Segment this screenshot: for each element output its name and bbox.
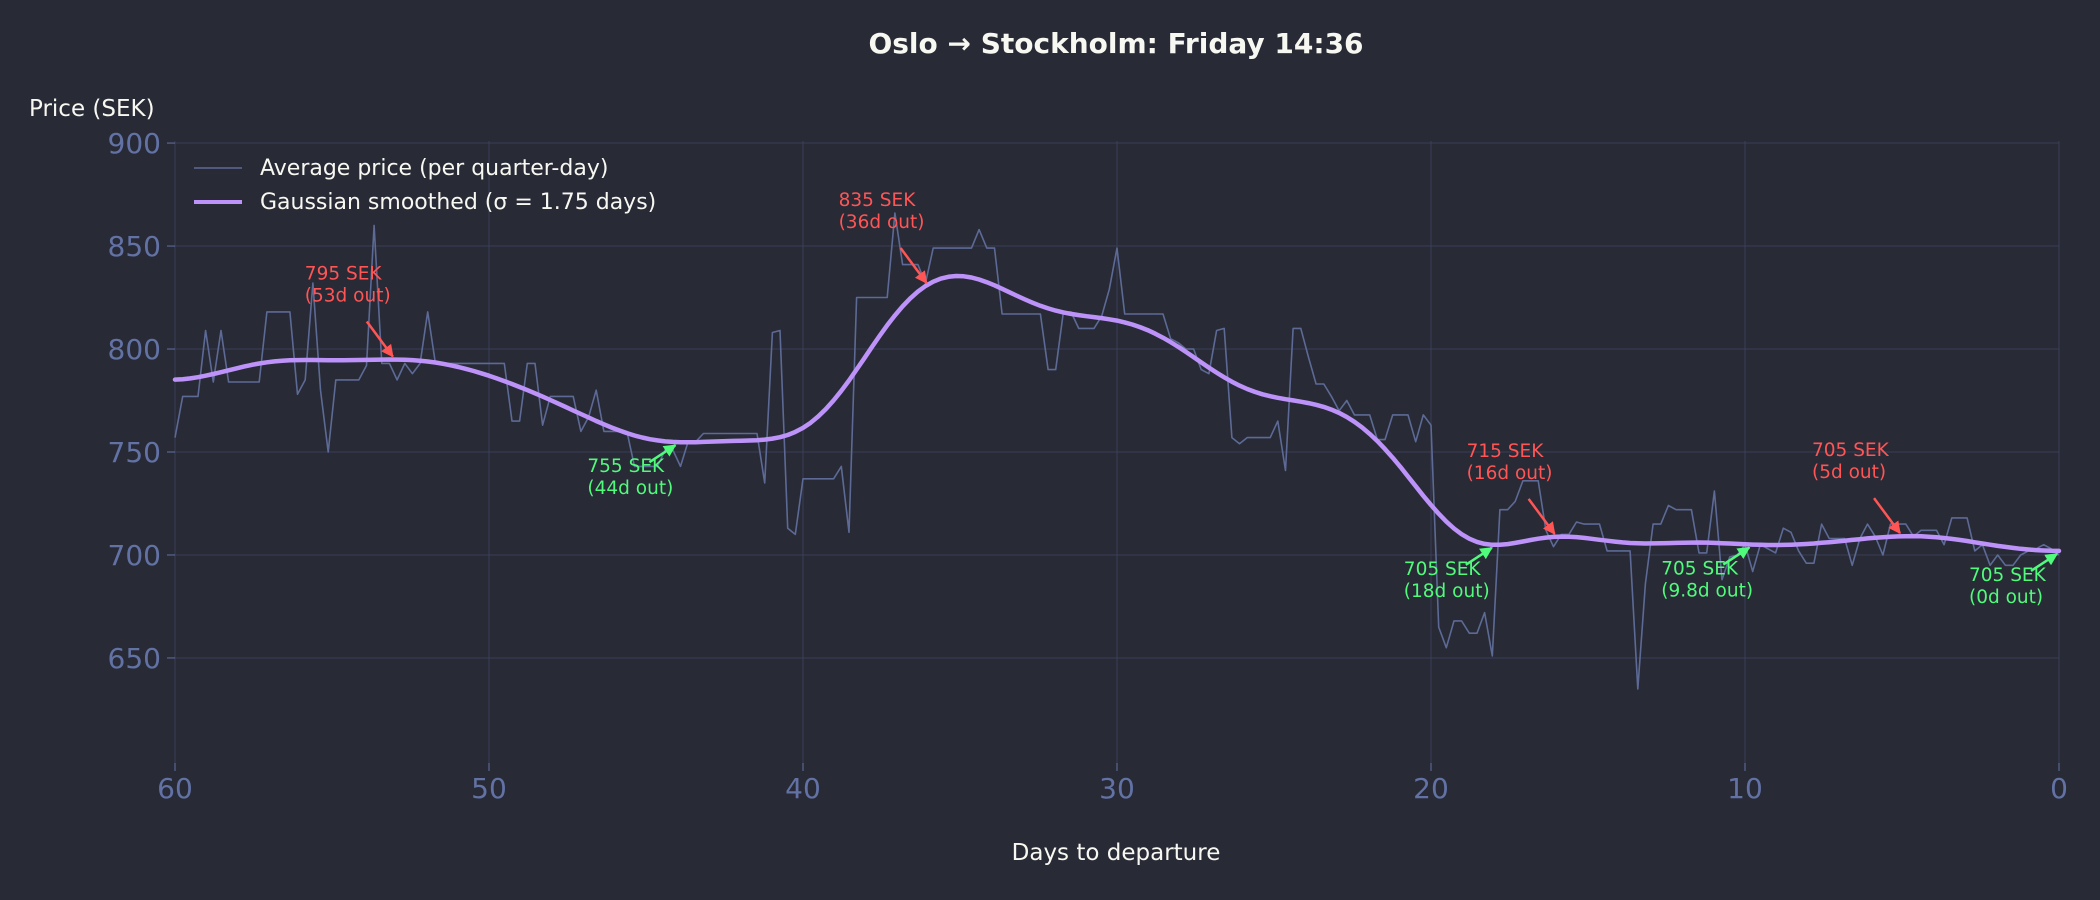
annotation-price: 705 SEK xyxy=(1812,440,1890,461)
annotation-arrow xyxy=(2030,552,2059,572)
annotation-price: 795 SEK xyxy=(305,264,383,285)
x-tick-label: 40 xyxy=(785,772,821,805)
smoothed-price-line xyxy=(172,273,2062,554)
smoothed-series xyxy=(172,273,2062,554)
annotation-days: (36d out) xyxy=(839,212,925,233)
peak-annotation: 835 SEK(36d out) xyxy=(839,190,928,285)
x-tick-label: 20 xyxy=(1413,772,1449,805)
y-tick-label: 800 xyxy=(108,333,161,366)
annotation-arrow xyxy=(648,444,677,464)
axes: 650 700 750 800 850 900 60 50 40 30 20 10 0 xyxy=(108,127,2068,805)
annotation-arrow xyxy=(899,247,928,285)
y-tick-label: 900 xyxy=(108,127,161,160)
annotation-days: (18d out) xyxy=(1404,581,1490,602)
legend-raw-label: Average price (per quarter-day) xyxy=(260,156,608,181)
chart-title: Oslo → Stockholm: Friday 14:36 xyxy=(868,27,1363,60)
annotation-arrow xyxy=(1872,497,1902,535)
annotation-days: (9.8d out) xyxy=(1661,581,1753,602)
trough-annotation: 705 SEK(18d out) xyxy=(1404,546,1493,602)
peak-annotation: 795 SEK(53d out) xyxy=(305,264,394,358)
annotation-days: (0d out) xyxy=(1969,587,2043,608)
trough-annotation: 705 SEK(0d out) xyxy=(1969,552,2059,608)
annotation-days: (16d out) xyxy=(1467,463,1553,484)
x-axis-label: Days to departure xyxy=(1012,840,1221,866)
trough-annotation: 705 SEK(9.8d out) xyxy=(1661,546,1753,602)
peak-annotation: 715 SEK(16d out) xyxy=(1467,441,1556,535)
y-axis-label: Price (SEK) xyxy=(29,96,155,122)
annotation-arrow xyxy=(1722,546,1751,566)
y-tick-label: 850 xyxy=(108,230,161,263)
annotation-arrow xyxy=(1527,498,1556,535)
annotation-price: 835 SEK xyxy=(839,190,917,211)
annotation-price: 755 SEK xyxy=(587,456,665,477)
x-tick-label: 0 xyxy=(2050,772,2068,805)
annotation-price: 705 SEK xyxy=(1661,559,1739,580)
legend: Average price (per quarter-day) Gaussian… xyxy=(194,156,656,215)
annotations: 795 SEK(53d out)755 SEK(44d out)835 SEK(… xyxy=(305,190,2059,608)
y-tick-label: 750 xyxy=(108,436,161,469)
annotation-price: 715 SEK xyxy=(1467,441,1545,462)
annotation-arrow xyxy=(365,320,394,358)
grid xyxy=(174,141,2060,763)
annotation-price: 705 SEK xyxy=(1969,565,2047,586)
annotation-days: (53d out) xyxy=(305,286,391,307)
annotation-arrow xyxy=(1465,546,1493,566)
y-tick-label: 700 xyxy=(108,539,161,572)
x-tick-label: 60 xyxy=(157,772,193,805)
x-tick-label: 30 xyxy=(1099,772,1135,805)
annotation-price: 705 SEK xyxy=(1404,559,1482,580)
x-tick-label: 10 xyxy=(1727,772,1763,805)
x-tick-label: 50 xyxy=(471,772,507,805)
legend-smoothed-label: Gaussian smoothed (σ = 1.75 days) xyxy=(260,190,656,215)
peak-annotation: 705 SEK(5d out) xyxy=(1812,440,1902,535)
annotation-days: (5d out) xyxy=(1812,462,1886,483)
y-tick-label: 650 xyxy=(108,642,161,675)
trough-annotation: 755 SEK(44d out) xyxy=(587,444,677,499)
annotation-days: (44d out) xyxy=(587,478,673,499)
